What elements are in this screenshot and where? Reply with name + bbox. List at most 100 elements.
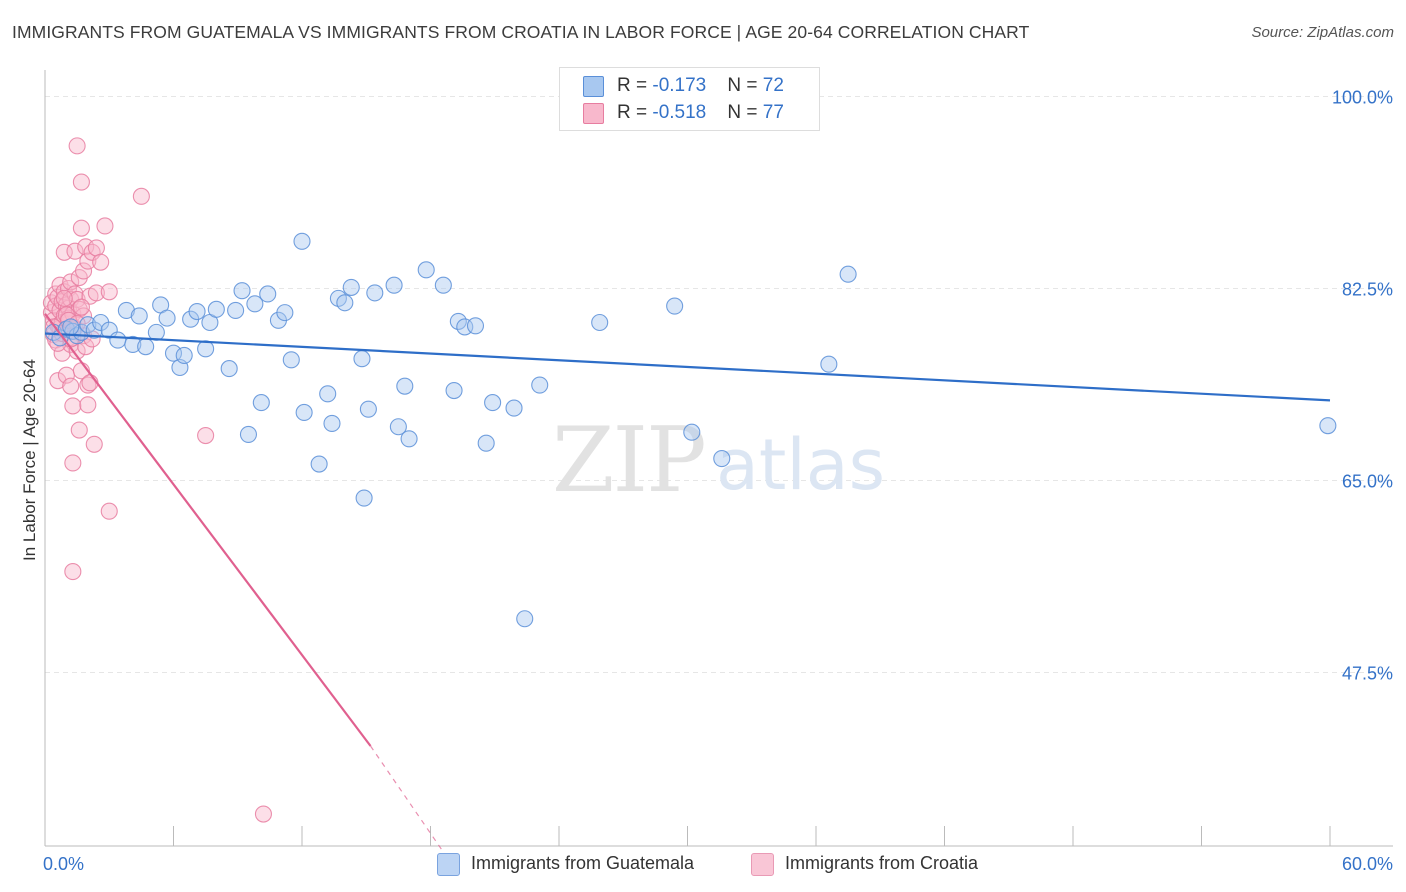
guatemala-point bbox=[355, 489, 373, 507]
guatemala-point bbox=[434, 276, 452, 294]
guatemala-point bbox=[100, 321, 118, 339]
watermark-atlas: atlas bbox=[716, 424, 885, 506]
trend-line-croatia bbox=[44, 313, 372, 747]
legend-n-label: N = bbox=[727, 102, 763, 123]
guatemala-point bbox=[389, 418, 407, 436]
guatemala-point bbox=[400, 430, 418, 448]
guatemala-point bbox=[220, 360, 238, 378]
guatemala-point bbox=[239, 425, 258, 443]
croatia-points bbox=[42, 137, 273, 823]
croatia-point bbox=[72, 219, 90, 237]
croatia-point bbox=[79, 396, 97, 414]
legend-swatch-guatemala bbox=[437, 853, 460, 876]
croatia-point bbox=[79, 252, 97, 270]
croatia-point bbox=[92, 253, 110, 271]
legend-swatch-guatemala bbox=[583, 76, 604, 97]
croatia-point bbox=[197, 426, 215, 445]
guatemala-point bbox=[137, 338, 155, 356]
croatia-point bbox=[79, 376, 97, 394]
y-tick-label: 100.0% bbox=[1332, 88, 1393, 108]
guatemala-point bbox=[252, 394, 270, 412]
croatia-point bbox=[87, 284, 105, 302]
guatemala-point bbox=[282, 351, 300, 369]
guatemala-point bbox=[109, 331, 127, 349]
guatemala-point bbox=[396, 377, 414, 395]
guatemala-point bbox=[323, 414, 341, 432]
watermark-zip: ZIP bbox=[552, 408, 705, 513]
croatia-point bbox=[55, 289, 73, 307]
gridlines bbox=[45, 96, 1393, 673]
legend-swatch-croatia bbox=[583, 103, 604, 124]
guatemala-point bbox=[505, 399, 523, 417]
y-axis-label: In Labor Force | Age 20-64 bbox=[20, 359, 39, 561]
guatemala-point bbox=[319, 385, 337, 403]
guatemala-point bbox=[713, 450, 731, 468]
guatemala-point bbox=[359, 400, 377, 418]
croatia-point bbox=[64, 454, 82, 472]
guatemala-point bbox=[233, 282, 251, 300]
guatemala-point bbox=[591, 313, 609, 332]
guatemala-point bbox=[130, 307, 148, 325]
croatia-point bbox=[100, 283, 118, 301]
y-tick-label: 82.5% bbox=[1342, 280, 1393, 300]
guatemala-point bbox=[466, 317, 485, 335]
legend-r-label: R = bbox=[617, 102, 653, 123]
legend-n-value-croatia: 77 bbox=[762, 102, 784, 123]
croatia-point bbox=[49, 372, 67, 390]
axes bbox=[44, 70, 1393, 847]
croatia-point bbox=[66, 242, 84, 260]
guatemala-point bbox=[175, 346, 193, 364]
croatia-point bbox=[81, 374, 99, 392]
guatemala-point bbox=[445, 381, 463, 400]
guatemala-point bbox=[666, 297, 684, 315]
guatemala-point bbox=[417, 261, 435, 279]
croatia-point bbox=[85, 435, 103, 453]
y-tick-label: 65.0% bbox=[1342, 472, 1393, 492]
guatemala-point bbox=[227, 301, 245, 319]
croatia-point bbox=[72, 298, 90, 316]
guatemala-point bbox=[197, 340, 215, 358]
guatemala-point bbox=[188, 302, 206, 321]
guatemala-point bbox=[158, 309, 176, 327]
guatemala-point bbox=[820, 355, 838, 373]
watermark: ZIP atlas bbox=[552, 408, 885, 513]
x-tick-label: 60.0% bbox=[1342, 854, 1393, 874]
guatemala-point bbox=[276, 304, 294, 322]
y-tick-label: 47.5% bbox=[1342, 664, 1393, 684]
croatia-point bbox=[62, 377, 80, 395]
croatia-point bbox=[75, 262, 93, 280]
guatemala-point bbox=[310, 455, 328, 473]
correlation-legend: R = -0.173 N = 72 R = -0.518 N = 77 bbox=[559, 67, 820, 131]
legend-swatch-croatia bbox=[751, 853, 774, 876]
guatemala-point bbox=[531, 376, 549, 394]
guatemala-point bbox=[124, 335, 142, 354]
guatemala-point bbox=[293, 232, 311, 250]
guatemala-point bbox=[295, 403, 313, 422]
guatemala-points bbox=[45, 87, 1337, 628]
guatemala-point bbox=[62, 318, 80, 336]
trend-line-croatia-extension bbox=[370, 745, 453, 865]
legend-n-label: N = bbox=[727, 75, 763, 96]
guatemala-point bbox=[516, 610, 534, 628]
guatemala-point bbox=[839, 265, 857, 283]
x-tick-label: 0.0% bbox=[43, 854, 84, 874]
guatemala-point bbox=[246, 295, 264, 313]
guatemala-point bbox=[164, 344, 183, 362]
croatia-point bbox=[96, 217, 114, 235]
legend-r-label: R = bbox=[617, 75, 653, 96]
guatemala-point bbox=[207, 300, 225, 318]
guatemala-point bbox=[336, 294, 354, 312]
croatia-point bbox=[64, 397, 82, 415]
guatemala-point bbox=[117, 301, 135, 319]
chart-title: IMMIGRANTS FROM GUATEMALA VS IMMIGRANTS … bbox=[12, 22, 1030, 42]
legend-r-value-guatemala: -0.173 bbox=[652, 75, 707, 96]
guatemala-point bbox=[147, 323, 165, 341]
croatia-point bbox=[64, 563, 82, 581]
guatemala-point bbox=[683, 423, 701, 441]
croatia-point bbox=[72, 173, 90, 191]
trend-lines bbox=[44, 313, 1331, 865]
guatemala-point bbox=[477, 434, 495, 452]
croatia-point bbox=[254, 805, 273, 823]
legend-label-croatia: Immigrants from Croatia bbox=[785, 853, 979, 873]
